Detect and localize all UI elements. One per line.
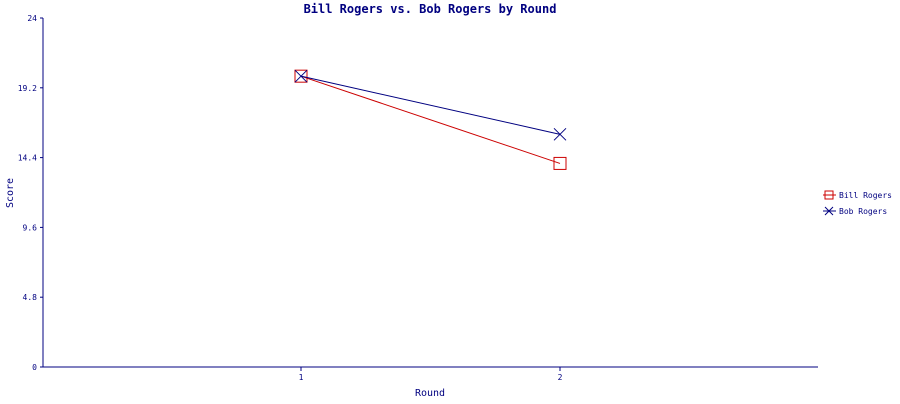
- legend-label: Bob Rogers: [839, 207, 887, 216]
- legend-item-bill-rogers: Bill Rogers: [823, 190, 892, 200]
- y-tick-label: 9.6: [23, 223, 38, 232]
- y-tick-label: 24: [27, 14, 37, 23]
- series-bill-rogers: [294, 69, 567, 170]
- data-point-bob-rogers: [553, 127, 567, 141]
- y-tick-label: 19.2: [18, 84, 37, 93]
- y-tick-label: 0: [32, 363, 37, 372]
- x-marker-stroke: [553, 127, 567, 141]
- series-line-bill-rogers: [300, 75, 561, 164]
- series-group: [294, 69, 567, 170]
- data-point-bill-rogers: [553, 156, 567, 170]
- legend-item-bob-rogers: Bob Rogers: [823, 206, 887, 216]
- y-tick-label: 4.8: [23, 293, 38, 302]
- chart-title: Bill Rogers vs. Bob Rogers by Round: [304, 2, 557, 16]
- legend-marker: [824, 206, 834, 216]
- data-point-bob-rogers: [294, 69, 308, 83]
- legend: Bill Rogers Bob Rogers: [823, 190, 892, 216]
- x-tick-label: 2: [558, 373, 563, 382]
- legend-label: Bill Rogers: [839, 191, 892, 200]
- legend-marker: [824, 190, 834, 200]
- y-axis-ticks: 0 4.8 9.6 14.4 19.2 24: [18, 14, 43, 372]
- x-tick-label: 1: [299, 373, 304, 382]
- series-line-bob-rogers: [300, 75, 561, 135]
- x-axis-label: Round: [415, 388, 445, 399]
- x-marker-stroke: [294, 69, 308, 83]
- data-point-bill-rogers: [294, 69, 308, 83]
- y-tick-label: 14.4: [18, 154, 37, 163]
- y-axis-label: Score: [5, 178, 16, 208]
- x-marker-stroke: [824, 206, 834, 216]
- series-bob-rogers: [294, 69, 567, 141]
